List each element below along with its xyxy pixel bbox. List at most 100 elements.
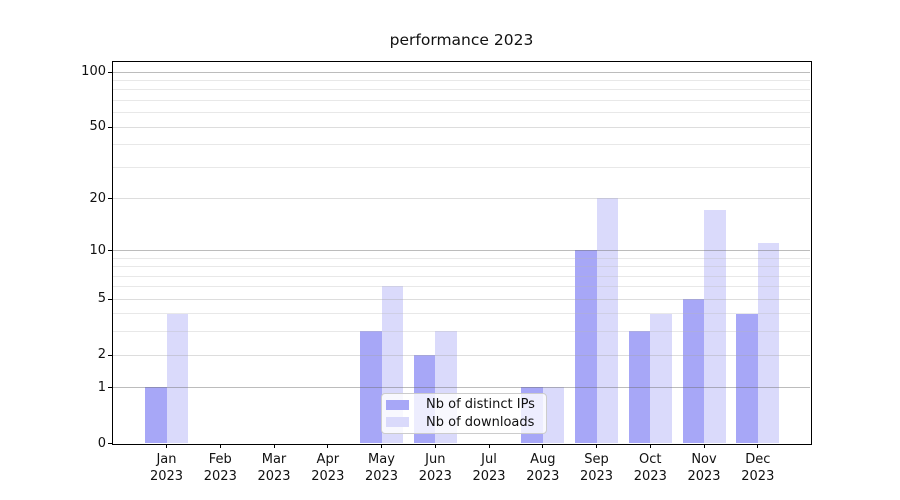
xtick-year-text: 2023	[203, 469, 237, 484]
xtick-month-text: Feb	[208, 452, 232, 467]
xtick-year-text: 2023	[579, 469, 614, 484]
ytick-mark-100	[108, 72, 112, 73]
xtick-label-aug: Aug 2023	[515, 451, 571, 485]
xtick-label-sep: Sep 2023	[569, 451, 625, 485]
chart-title: performance 2023	[389, 31, 534, 49]
xtick-year-text: 2023	[418, 469, 452, 484]
gridline-2	[113, 355, 810, 356]
ytick-mark-2	[108, 355, 112, 356]
gridline-minor-6	[113, 286, 810, 287]
ytick-mark-20	[108, 198, 112, 199]
xtick-year-text: 2023	[311, 469, 345, 484]
ytick-mark-1	[108, 387, 112, 388]
xtick-mark-jun	[434, 444, 436, 448]
xtick-label-apr: Apr 2023	[300, 451, 356, 485]
gridline-minor-7	[113, 276, 810, 277]
xtick-year-text: 2023	[472, 469, 506, 484]
xtick-month-text: Jun	[425, 452, 446, 467]
xtick-month-text: Jul	[481, 452, 497, 467]
xtick-year-text: 2023	[257, 469, 291, 484]
xtick-month-text: Apr	[316, 452, 340, 467]
gridline-minor-3	[113, 331, 810, 332]
xtick-label-oct: Oct 2023	[622, 451, 678, 485]
xtick-label-jan: Jan 2023	[139, 451, 195, 485]
xtick-label-feb: Feb 2023	[192, 451, 248, 485]
xtick-label-dec: Dec 2023	[730, 451, 786, 485]
ytick-mark-10	[108, 250, 112, 251]
xtick-year-text: 2023	[526, 469, 560, 484]
bar-downloads-jan	[166, 313, 188, 443]
xtick-year-text: 2023	[633, 469, 667, 484]
xtick-mark-mar	[273, 444, 275, 448]
ytick-label-100: 100	[81, 64, 106, 80]
ytick-label-5: 5	[97, 291, 106, 307]
xtick-month-text: May	[368, 452, 395, 467]
xtick-mark-nov	[703, 444, 705, 448]
bar-ips-sep	[575, 250, 597, 443]
xtick-mark-aug	[542, 444, 544, 448]
xtick-month-text: Aug	[530, 452, 556, 467]
gridline-minor-80	[113, 89, 810, 90]
bar-ips-dec	[736, 313, 758, 443]
gridline-1	[113, 387, 810, 388]
xtick-mark-oct	[649, 444, 651, 448]
gridline-minor-90	[113, 80, 810, 81]
xtick-label-nov: Nov 2023	[676, 451, 732, 485]
gridline-minor-70	[113, 100, 810, 101]
xtick-month-text: Oct	[639, 452, 662, 467]
xtick-mark-jul	[488, 444, 490, 448]
bar-ips-jan	[145, 387, 167, 443]
ytick-label-50: 50	[89, 119, 106, 135]
legend: Nb of distinct IPs Nb of downloads	[381, 393, 547, 434]
xtick-month-text: Sep	[584, 452, 609, 467]
xtick-year-text: 2023	[687, 469, 721, 484]
xtick-mark-apr	[327, 444, 329, 448]
legend-row-distinct-ips: Nb of distinct IPs	[386, 396, 540, 414]
gridline-50	[113, 127, 810, 128]
gridline-minor-4	[113, 313, 810, 314]
gridline-minor-8	[113, 266, 810, 267]
xtick-month-text: Dec	[745, 452, 771, 467]
bar-ips-may	[360, 331, 382, 443]
xtick-year-text: 2023	[364, 469, 399, 484]
ytick-mark-5	[108, 299, 112, 300]
legend-row-downloads: Nb of downloads	[386, 414, 540, 432]
bar-downloads-nov	[704, 210, 726, 443]
xtick-mark-may	[381, 444, 382, 448]
xtick-year-text: 2023	[741, 469, 775, 484]
gridline-minor-9	[113, 258, 810, 259]
bar-ips-nov	[682, 298, 704, 443]
legend-swatch-downloads	[386, 417, 409, 428]
bar-downloads-sep	[596, 198, 618, 443]
ytick-label-0: 0	[97, 435, 106, 451]
xtick-mark-dec	[757, 444, 759, 448]
ytick-mark-50	[108, 127, 112, 128]
xtick-mark-jan	[166, 444, 167, 448]
ytick-label-2: 2	[97, 347, 106, 363]
bar-ips-oct	[628, 331, 651, 443]
xtick-mark-sep	[596, 444, 597, 448]
xtick-label-mar: Mar 2023	[246, 451, 302, 485]
gridline-minor-40	[113, 144, 810, 145]
gridline-20	[113, 198, 810, 199]
xtick-month-text: Mar	[261, 452, 287, 467]
xtick-mark-feb	[219, 444, 221, 448]
gridline-minor-60	[113, 112, 810, 113]
ytick-label-20: 20	[89, 190, 106, 206]
gridline-5	[113, 299, 810, 300]
legend-label-downloads: Nb of downloads	[426, 414, 535, 430]
ytick-label-10: 10	[89, 242, 106, 258]
bar-downloads-aug	[542, 387, 565, 443]
xtick-year-text: 2023	[149, 469, 184, 484]
gridline-100	[113, 72, 810, 73]
bar-downloads-dec	[757, 243, 780, 443]
legend-swatch-distinct-ips	[386, 399, 409, 410]
gridline-minor-30	[113, 167, 810, 168]
bar-downloads-oct	[650, 313, 672, 443]
gridline-10	[113, 250, 810, 251]
xtick-label-jul: Jul 2023	[461, 451, 517, 485]
xtick-label-may: May 2023	[354, 451, 410, 485]
